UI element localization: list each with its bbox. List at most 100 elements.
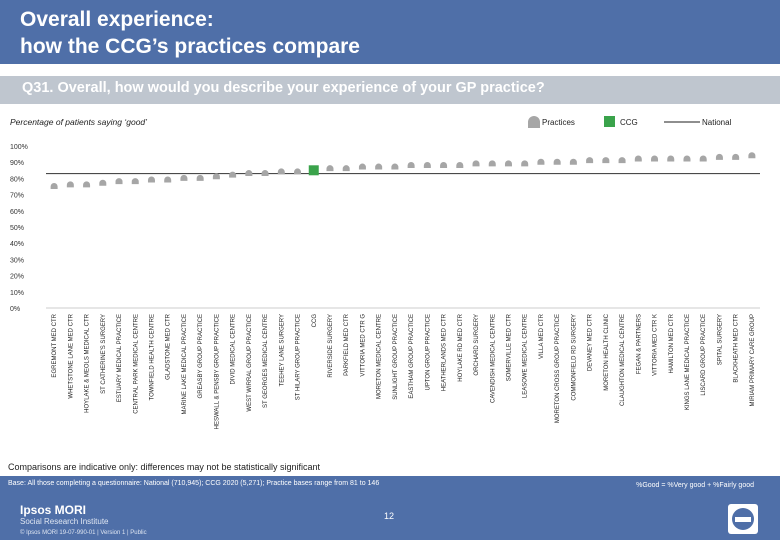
category-label: SUNLIGHT GROUP PRACTICE: [393, 314, 399, 400]
y-tick-label: 10%: [10, 290, 24, 297]
category-label: ESTUARY MEDICAL PRACTICE: [117, 314, 123, 402]
category-label: WHETSTONE LANE MED CTR: [68, 313, 74, 398]
category-label: MORETON CROSS GROUP PRACTICE: [555, 314, 561, 423]
practice-point: [294, 168, 302, 175]
practice-point: [164, 176, 172, 183]
category-label: MORETON MEDICAL CENTRE: [377, 314, 383, 399]
y-tick-label: 0%: [10, 306, 20, 313]
category-label: VILLA MED CTR: [539, 313, 545, 359]
page-number: 12: [384, 511, 395, 521]
category-label: SOMERVILLE MED CTR: [506, 313, 512, 381]
practice-point: [602, 157, 610, 164]
practice-point: [391, 163, 399, 170]
practice-point: [699, 155, 707, 162]
category-label: PARKFIELD MED CTR: [344, 313, 350, 376]
practice-point: [50, 183, 58, 189]
base-text: Base: All those completing a questionnai…: [8, 480, 380, 487]
category-label: FEGAN & PARTNERS: [636, 314, 642, 374]
practice-point: [66, 181, 74, 188]
footer-band: [0, 476, 780, 540]
category-label: CENTRAL PARK MEDICAL CENTRE: [133, 314, 139, 414]
category-label: TOWNFIELD HEALTH CENTRE: [149, 314, 155, 400]
practice-point: [521, 160, 529, 167]
practice-point: [634, 155, 642, 162]
category-label: HOYLAKE RD MED CTR: [458, 313, 464, 381]
y-tick-label: 70%: [10, 193, 24, 200]
chart-subtitle: Percentage of patients saying ‘good’: [10, 117, 148, 127]
practice-point: [472, 160, 480, 167]
category-label: KINGS LANE MEDICAL PRACTICE: [685, 314, 691, 410]
legend-national-label: National: [702, 118, 732, 127]
category-label: HESWALL & PENSBY GROUP PRACTICE: [214, 314, 220, 429]
ccg-point: [308, 165, 319, 176]
category-label: COMMONFIELD RD SURGERY: [571, 314, 577, 401]
practice-point: [99, 179, 107, 186]
y-tick-label: 100%: [10, 144, 28, 151]
disclaimer-text: Comparisons are indicative only: differe…: [8, 462, 320, 472]
y-tick-label: 40%: [10, 241, 24, 248]
header-band: Overall experience: how the CCG’s practi…: [0, 0, 780, 64]
practice-point: [715, 153, 723, 160]
category-label: HOYLAKE & MEOLS MEDICAL CTR: [85, 313, 91, 412]
practice-point: [683, 155, 691, 162]
category-label: WEST WIRRAL GROUP PRACTICE: [247, 314, 253, 412]
category-label: EASTHAM GROUP PRACTICE: [409, 314, 415, 399]
y-tick-label: 80%: [10, 176, 24, 183]
practice-point: [748, 152, 756, 159]
chart-plot: 0% 10% 20% 30% 40% 50% 60% 70% 80% 90% 100% EGREMON…: [10, 144, 760, 429]
practice-point: [212, 173, 220, 180]
sri-logo-text: Social Research Institute: [20, 517, 109, 526]
good-formula: %Good = %Very good + %Fairly good: [636, 482, 754, 489]
practice-point: [569, 158, 577, 165]
practice-point: [147, 176, 155, 183]
practice-point: [732, 153, 740, 160]
legend-practices-label: Practices: [542, 118, 575, 127]
practice-point: [358, 163, 366, 170]
practice-point: [618, 157, 626, 164]
practice-point: [440, 161, 448, 168]
category-label: ST GEORGES MEDICAL CENTRE: [263, 314, 269, 408]
y-tick-label: 50%: [10, 225, 24, 232]
page-title-line1: Overall experience:: [20, 8, 214, 31]
y-tick-label: 90%: [10, 160, 24, 167]
practice-point: [456, 161, 464, 168]
practice-point: [488, 160, 496, 167]
page-title-line2: how the CCG’s practices compare: [20, 35, 360, 58]
category-label: EGREMONT MED CTR: [52, 313, 58, 377]
category-label: RIVERSIDE SURGERY: [328, 314, 334, 378]
practice-point: [326, 165, 334, 172]
category-label: DEVANEY MED CTR: [588, 313, 594, 371]
category-label: TEEHEY LANE SURGERY: [279, 314, 285, 386]
category-label: BLACKHEATH MED CTR: [734, 313, 740, 382]
practice-point: [245, 170, 253, 177]
practice-point: [651, 155, 659, 162]
legend-ccg-label: CCG: [620, 118, 638, 127]
category-label: LEASOWE MEDICAL CENTRE: [523, 314, 529, 398]
category-label: GREASBY GROUP PRACTICE: [198, 314, 204, 398]
copyright-text: © Ipsos MORI 19-07-990-01 | Version 1 | …: [20, 530, 147, 536]
practice-point: [277, 168, 285, 175]
practice-point: [261, 170, 269, 177]
practice-point: [667, 155, 675, 162]
practice-point: [375, 163, 383, 170]
question-bar: Q31. Overall, how would you describe you…: [0, 76, 780, 104]
category-label: MORETON HEALTH CLINIC: [604, 313, 610, 390]
category-label: VITTORIA MED CTR G: [360, 314, 366, 377]
category-label: LISCARD GROUP PRACTICE: [701, 314, 707, 396]
practice-point: [196, 174, 204, 181]
category-label: ST HILARY GROUP PRACTICE: [296, 314, 302, 400]
practice-point: [553, 158, 561, 165]
practice-point: [131, 178, 139, 185]
y-tick-label: 30%: [10, 257, 24, 264]
question-text: Q31. Overall, how would you describe you…: [22, 80, 545, 96]
practice-point: [407, 161, 415, 168]
category-label: ORCHARD SURGERY: [474, 314, 480, 376]
practice-point: [229, 171, 237, 178]
category-label: CCG: [312, 314, 318, 328]
category-label: DIVID MEDICAL CENTRE: [231, 314, 237, 384]
category-label: HEATHERLANDS MED CTR: [442, 313, 448, 391]
category-label: ST CATHERINE'S SURGERY: [101, 314, 107, 394]
ipsos-mori-logo: Ipsos MORI: [20, 503, 87, 517]
practice-point: [342, 165, 350, 172]
practice-point: [83, 181, 91, 188]
